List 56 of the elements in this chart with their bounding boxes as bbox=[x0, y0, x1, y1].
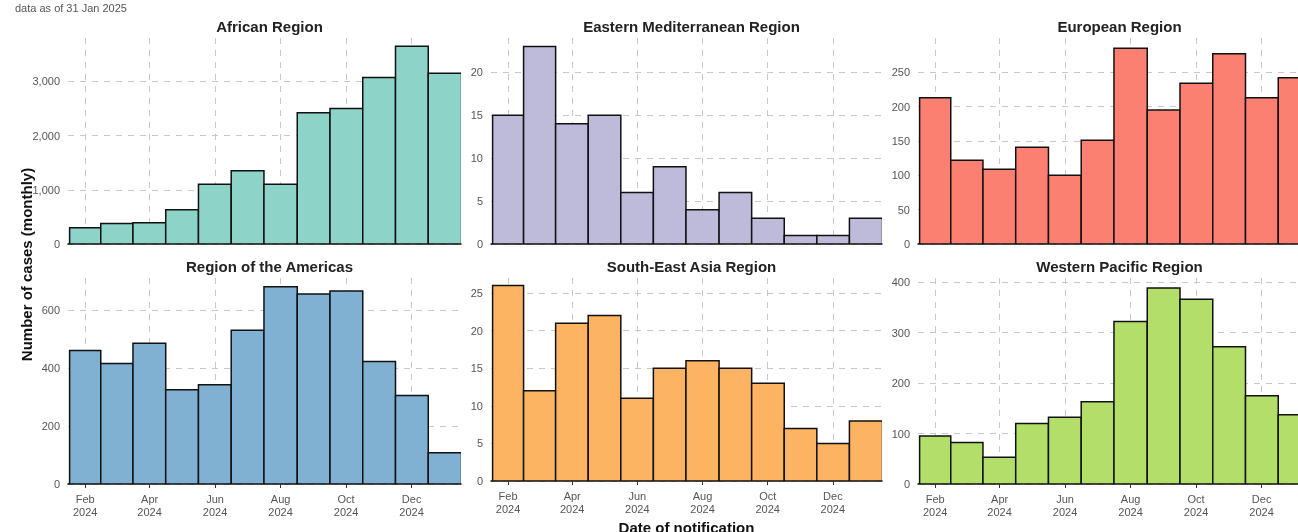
y-tick-label: 200 bbox=[41, 419, 60, 432]
x-tick-label: Dec 2024 bbox=[1249, 492, 1274, 518]
x-tick-label: Feb 2024 bbox=[922, 492, 948, 518]
x-tick-label: Apr 2024 bbox=[987, 492, 1012, 518]
y-tick-label: 1,000 bbox=[32, 183, 60, 196]
y-tick-label: 3,000 bbox=[32, 75, 60, 88]
x-tick-label: Feb 2024 bbox=[495, 489, 521, 515]
x-tick-label: Oct 2024 bbox=[755, 489, 780, 515]
y-tick-label: 100 bbox=[891, 427, 910, 440]
y-tick-label: 400 bbox=[41, 361, 60, 374]
y-tick-label: 0 bbox=[476, 238, 483, 250]
x-tick-label: Dec 2024 bbox=[820, 489, 846, 515]
y-tick-label: 400 bbox=[891, 276, 910, 289]
chart-title: South-East Asia Region bbox=[606, 258, 777, 275]
x-tick-label: Aug 2024 bbox=[1118, 492, 1143, 518]
y-tick-label: 0 bbox=[903, 478, 910, 490]
y-tick-label: 100 bbox=[891, 169, 910, 182]
chart-title: African Region bbox=[216, 18, 323, 35]
x-tick-label: Feb 2024 bbox=[72, 492, 98, 518]
x-tick-label: Apr 2024 bbox=[137, 492, 162, 518]
y-tick-label: 200 bbox=[891, 377, 910, 390]
y-tick-label: 150 bbox=[891, 135, 910, 147]
y-tick-label: 600 bbox=[41, 303, 60, 316]
y-tick-label: 250 bbox=[891, 66, 910, 79]
x-tick-label: Aug 2024 bbox=[690, 489, 715, 515]
y-axis-title: Number of cases (monthly) bbox=[17, 166, 35, 364]
x-tick-label: Jun 2024 bbox=[202, 492, 228, 518]
x-tick-label: Apr 2024 bbox=[559, 489, 585, 515]
y-tick-label: 0 bbox=[53, 238, 60, 250]
y-tick-label: 2,000 bbox=[32, 129, 60, 142]
y-tick-label: 10 bbox=[470, 399, 483, 412]
y-tick-label: 200 bbox=[891, 100, 910, 113]
chart-title: European Region bbox=[1057, 18, 1182, 35]
y-tick-label: 10 bbox=[470, 152, 483, 165]
y-tick-label: 25 bbox=[470, 287, 483, 300]
x-tick-label: Jun 2024 bbox=[1052, 492, 1078, 518]
chart-title: Region of the Americas bbox=[186, 258, 353, 275]
y-tick-label: 20 bbox=[470, 66, 483, 79]
y-tick-label: 0 bbox=[476, 475, 483, 488]
chart-title: Eastern Mediterranean Region bbox=[583, 18, 800, 35]
x-tick-label: Jun 2024 bbox=[625, 489, 650, 515]
y-tick-label: 5 bbox=[476, 437, 483, 450]
y-tick-label: 0 bbox=[903, 238, 910, 250]
x-tick-label: Aug 2024 bbox=[268, 492, 293, 518]
x-tick-label: Dec 2024 bbox=[399, 492, 424, 518]
chart-title: Western Pacific Region bbox=[1036, 258, 1203, 275]
x-tick-label: Oct 2024 bbox=[1183, 492, 1209, 518]
y-tick-label: 50 bbox=[897, 203, 910, 216]
y-tick-label: 15 bbox=[470, 109, 483, 122]
y-tick-label: 5 bbox=[476, 195, 483, 208]
y-tick-label: 300 bbox=[891, 326, 910, 339]
y-tick-label: 0 bbox=[53, 478, 60, 490]
y-tick-label: 15 bbox=[470, 362, 483, 375]
x-tick-label: Oct 2024 bbox=[333, 492, 359, 518]
y-tick-label: 20 bbox=[470, 324, 483, 337]
text: data as of 31 Jan 2025 bbox=[15, 1, 127, 14]
